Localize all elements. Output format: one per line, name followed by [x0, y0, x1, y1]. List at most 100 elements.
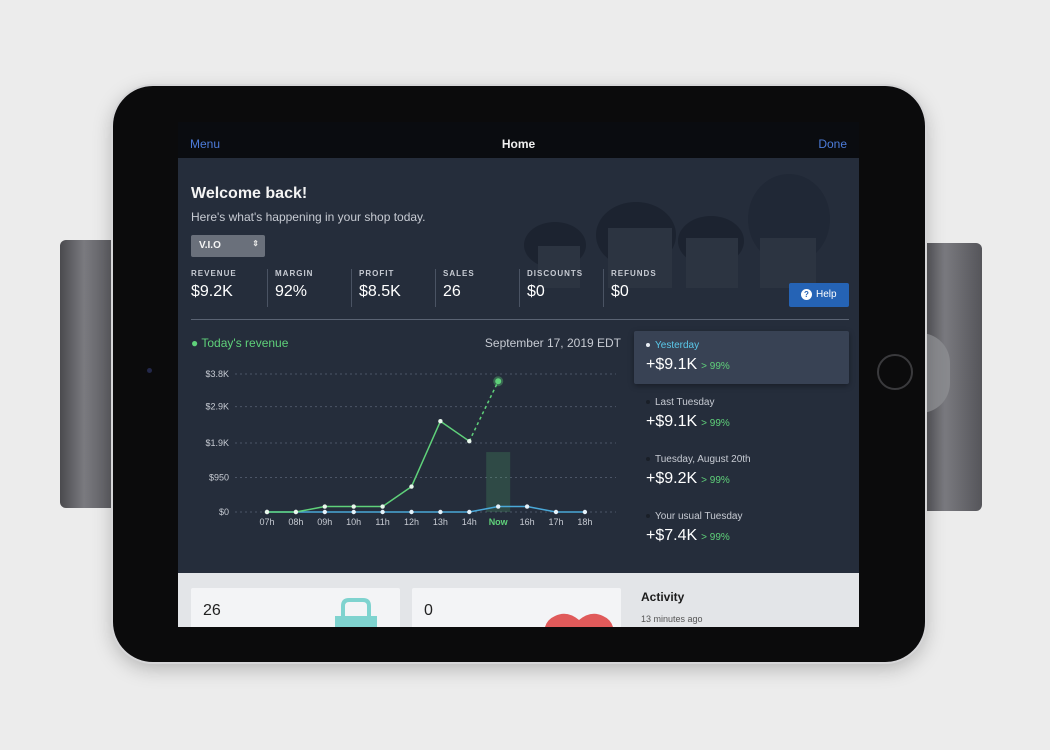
data-point-blue [351, 509, 356, 515]
metric-label: MARGIN [275, 269, 314, 278]
card-value: 0 [424, 602, 433, 619]
dot-icon [646, 514, 650, 519]
current-hour-highlight [486, 452, 511, 512]
metric-sales: SALES 26 [435, 269, 475, 309]
series-line-blue [267, 505, 585, 513]
x-tick-label: 10h [346, 517, 361, 527]
help-button[interactable]: ? Help [789, 283, 849, 307]
comparison-name: Tuesday, August 20th [655, 454, 751, 465]
metric-revenue: REVENUE $9.2K [191, 269, 237, 309]
x-tick-label: 13h [433, 517, 448, 527]
data-point-green [264, 509, 270, 515]
metric-label: REVENUE [191, 269, 237, 278]
comparison-item-yesterday[interactable]: Yesterday +$9.1K > 99% [634, 331, 849, 384]
done-button[interactable]: Done [818, 137, 847, 151]
chevron-updown-icon: ⇕ [252, 239, 259, 248]
comparison-item-usual-tuesday[interactable]: Your usual Tuesday +$7.4K > 99% [634, 502, 849, 555]
comparison-percent: > 99% [701, 532, 730, 543]
home-button[interactable] [877, 354, 913, 390]
metric-refunds: REFUNDS $0 [603, 269, 657, 309]
metric-value: $8.5K [359, 283, 401, 300]
series-line-green-projected [468, 380, 499, 442]
chart-title-text: Today's revenue [201, 336, 289, 350]
data-point-green [380, 504, 385, 509]
comparison-percent: > 99% [701, 418, 730, 429]
metric-label: PROFIT [359, 269, 395, 278]
metric-profit: PROFIT $8.5K [351, 269, 401, 309]
sales-card[interactable]: 26 [191, 588, 400, 627]
x-tick-label: 14h [462, 517, 477, 527]
favorites-card[interactable]: 0 [412, 588, 621, 627]
comparison-name: Yesterday [655, 340, 700, 351]
x-tick-label: 08h [288, 517, 303, 527]
data-point-blue [467, 509, 472, 515]
divider [191, 319, 849, 320]
app-screen: Menu Home Done Welcome back! Here's what… [178, 122, 859, 627]
data-point-blue [438, 509, 443, 515]
comparison-item-last-tuesday[interactable]: Last Tuesday +$9.1K > 99% [634, 388, 849, 441]
comparison-item-august-20[interactable]: Tuesday, August 20th +$9.2K > 99% [634, 445, 849, 498]
menu-button[interactable]: Menu [190, 137, 221, 151]
series-line-green [267, 420, 470, 513]
chart-title: ● Today's revenue [191, 336, 289, 350]
y-tick-label: $3.8K [205, 369, 229, 379]
metric-margin: MARGIN 92% [267, 269, 314, 309]
dot-icon [646, 400, 650, 405]
data-point-blue [582, 509, 588, 515]
data-point-green [351, 504, 356, 509]
data-point-blue [553, 509, 559, 515]
data-point-green [467, 438, 472, 444]
dot-icon [646, 343, 650, 348]
data-point-blue [380, 509, 385, 515]
x-tick-label: 17h [548, 517, 563, 527]
store-select[interactable]: V.I.O ⇕ [191, 235, 265, 257]
page-title: Home [501, 137, 536, 151]
y-tick-label: $1.9K [205, 438, 229, 448]
heart-icon [545, 613, 613, 627]
data-point-green [322, 504, 327, 509]
card-value: 26 [203, 602, 221, 619]
store-select-value: V.I.O [199, 240, 221, 251]
welcome-subtitle: Here's what's happening in your shop tod… [191, 210, 426, 224]
x-tick-label: Now [489, 517, 509, 527]
comparison-percent: > 99% [701, 361, 730, 372]
y-tick-label: $2.9K [205, 402, 229, 412]
metric-label: DISCOUNTS [527, 269, 584, 278]
shopping-bag-icon [335, 598, 377, 627]
revenue-chart: $0 $950 $1.9K $2.9K $3.8K 07h 08h 09h 10h 11h 12h 1… [205, 369, 616, 527]
metric-value: 26 [443, 283, 461, 300]
x-tick-label: 09h [317, 517, 332, 527]
tablet-mount-right [920, 243, 982, 511]
welcome-heading: Welcome back! [191, 185, 308, 202]
comparison-percent: > 99% [701, 475, 730, 486]
data-point-blue [322, 509, 327, 515]
bottom-panel: 26 0 Activity 13 minutes ago [178, 573, 859, 627]
question-icon: ? [801, 289, 812, 300]
activity-title: Activity [641, 590, 685, 604]
y-tick-label: $0 [219, 507, 229, 517]
data-point-blue [524, 504, 530, 509]
y-tick-label: $950 [209, 473, 229, 483]
comparison-name: Your usual Tuesday [655, 511, 743, 522]
data-point-green-current [495, 378, 502, 385]
chart-date: September 17, 2019 EDT [484, 336, 621, 350]
camera-icon [147, 368, 152, 373]
x-tick-label: 12h [404, 517, 419, 527]
data-point-green [409, 484, 414, 489]
metric-value: $9.2K [191, 283, 233, 300]
metric-label: SALES [443, 269, 475, 278]
comparison-amount: +$7.4K [646, 527, 698, 544]
x-tick-label: 11h [375, 517, 389, 527]
data-point-green [293, 509, 299, 515]
metric-discounts: DISCOUNTS $0 [519, 269, 584, 309]
header-background-image [518, 158, 859, 288]
activity-timestamp: 13 minutes ago [641, 614, 703, 624]
data-point-green [438, 419, 443, 424]
navigation-bar: Menu Home Done [178, 122, 859, 158]
x-tick-label: 18h [577, 517, 592, 527]
tablet-device: Menu Home Done Welcome back! Here's what… [113, 86, 925, 662]
x-tick-label: 07h [259, 517, 274, 527]
comparison-amount: +$9.1K [646, 413, 698, 430]
data-point-blue [496, 504, 501, 509]
x-tick-label: 16h [520, 517, 535, 527]
